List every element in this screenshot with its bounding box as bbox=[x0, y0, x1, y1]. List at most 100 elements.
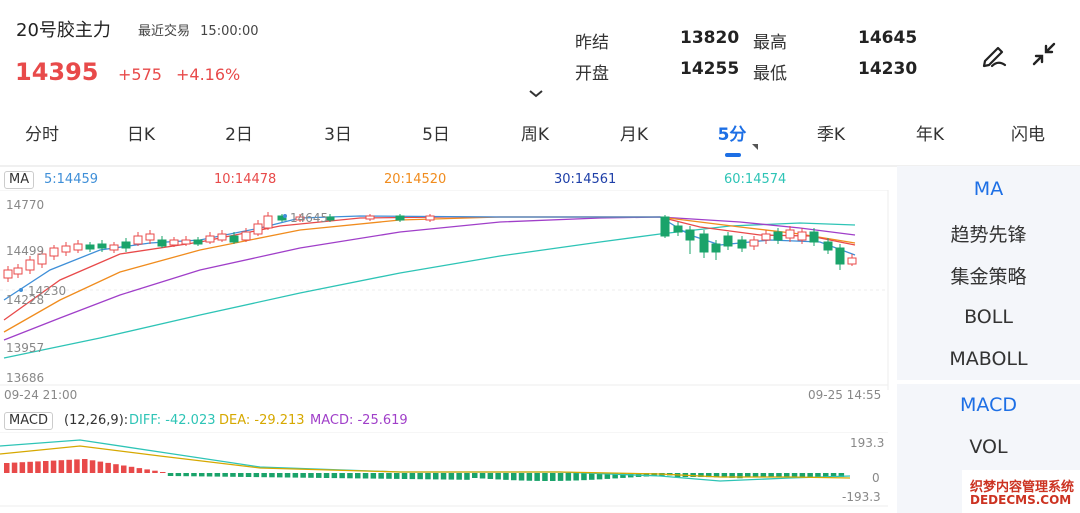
macd-bar bbox=[815, 473, 821, 477]
y-label-2: 14499 bbox=[6, 244, 45, 258]
candle-body bbox=[253, 223, 263, 235]
macd-bar bbox=[737, 473, 743, 479]
macd-bar bbox=[643, 473, 650, 477]
indicator-maboll[interactable]: MABOLL bbox=[949, 348, 1028, 370]
candle-body bbox=[3, 269, 13, 279]
macd-bar bbox=[464, 473, 470, 480]
macd-bar bbox=[89, 460, 96, 473]
candle-body bbox=[263, 215, 273, 229]
collapse-icon[interactable] bbox=[1028, 38, 1060, 70]
indicator-trend[interactable]: 趋势先锋 bbox=[950, 224, 1027, 246]
tab-year-k[interactable]: 年K bbox=[915, 125, 945, 145]
macd-bar bbox=[456, 473, 462, 480]
macd-bar bbox=[35, 461, 41, 473]
candle-body bbox=[711, 243, 721, 253]
macd-bar bbox=[339, 473, 345, 479]
tab-5day[interactable]: 5日 bbox=[422, 125, 450, 145]
candle-body bbox=[181, 239, 191, 245]
active-tab-indicator bbox=[725, 153, 741, 157]
tab-5min[interactable]: 5分 bbox=[717, 125, 747, 145]
macd-bar bbox=[573, 473, 579, 481]
candle-body bbox=[121, 241, 131, 249]
watermark-line2: DEDECMS.COM bbox=[970, 493, 1072, 507]
macd-chart[interactable] bbox=[0, 432, 890, 508]
tab-month-k[interactable]: 月K bbox=[619, 125, 649, 145]
tab-week-k[interactable]: 周K bbox=[520, 125, 550, 145]
indicator-strategy[interactable]: 集金策略 bbox=[950, 266, 1027, 288]
macd-bar bbox=[238, 473, 244, 477]
indicator-boll[interactable]: BOLL bbox=[964, 306, 1013, 328]
tab-fenshi[interactable]: 分时 bbox=[25, 125, 59, 145]
kline-chart[interactable] bbox=[0, 190, 890, 402]
macd-bar bbox=[768, 473, 774, 477]
candle-body bbox=[797, 231, 807, 241]
candle-body bbox=[13, 267, 23, 275]
macd-bar bbox=[401, 473, 408, 479]
macd-bar bbox=[823, 473, 829, 477]
ma60-legend: 60:14574 bbox=[724, 172, 787, 187]
macd-bar bbox=[97, 461, 104, 473]
macd-bar bbox=[191, 473, 197, 477]
instrument-name: 20号胶主力 bbox=[16, 20, 111, 41]
draw-pen-icon[interactable] bbox=[978, 38, 1010, 70]
candle-body bbox=[737, 239, 747, 249]
watermark: 织梦内容管理系统 DEDECMS.COM bbox=[962, 470, 1080, 513]
y-label-3: 14228 bbox=[6, 293, 45, 307]
candle-body bbox=[217, 233, 227, 241]
candle-body bbox=[761, 233, 771, 241]
macd-bar bbox=[347, 473, 353, 479]
candle-body bbox=[85, 244, 95, 250]
macd-bar bbox=[11, 462, 18, 473]
tab-2day[interactable]: 2日 bbox=[225, 125, 253, 145]
ma-indicator-tag[interactable]: MA bbox=[4, 171, 35, 189]
macd-bar bbox=[417, 473, 423, 480]
candle-body bbox=[673, 225, 683, 233]
macd-bar bbox=[66, 459, 72, 473]
macd-bar bbox=[760, 473, 767, 477]
macd-bar bbox=[386, 473, 392, 479]
expand-chevron-icon[interactable] bbox=[528, 88, 544, 103]
macd-diff-legend: DIFF: -42.023 bbox=[129, 413, 216, 428]
candle-body bbox=[241, 231, 251, 241]
candle-body bbox=[723, 235, 733, 247]
macd-bar bbox=[698, 473, 704, 478]
tab-flash[interactable]: 闪电 bbox=[1011, 125, 1045, 145]
macd-bar bbox=[269, 473, 275, 478]
indicator-ma[interactable]: MA bbox=[973, 178, 1004, 200]
macd-bar bbox=[433, 473, 439, 480]
macd-bar bbox=[589, 473, 595, 480]
indicator-vol[interactable]: VOL bbox=[969, 436, 1008, 458]
ma30-legend: 30:14561 bbox=[554, 172, 617, 187]
macd-bar bbox=[479, 473, 486, 479]
tab-3day[interactable]: 3日 bbox=[324, 125, 352, 145]
tab-quarter-k[interactable]: 季K bbox=[816, 125, 846, 145]
macd-bar bbox=[651, 473, 657, 477]
indicator-macd[interactable]: MACD bbox=[960, 394, 1017, 416]
candle-body bbox=[685, 229, 695, 241]
macd-y-top: 193.3 bbox=[850, 436, 885, 450]
candle-body bbox=[61, 245, 71, 253]
macd-bar bbox=[511, 473, 517, 481]
tab-day-k[interactable]: 日K bbox=[126, 125, 156, 145]
quote-value-prev-settle: 13820 bbox=[680, 28, 740, 48]
macd-bar bbox=[776, 473, 782, 477]
macd-dea-legend: DEA: -29.213 bbox=[219, 413, 305, 428]
macd-bar bbox=[50, 460, 57, 473]
candle-body bbox=[809, 231, 819, 243]
macd-indicator-tag[interactable]: MACD bbox=[4, 412, 53, 430]
max-marker bbox=[283, 214, 287, 218]
macd-bar bbox=[222, 473, 228, 477]
period-dropdown-caret-icon[interactable] bbox=[752, 144, 758, 150]
macd-bar bbox=[690, 473, 696, 478]
macd-bar bbox=[487, 473, 494, 479]
macd-bar bbox=[160, 472, 166, 473]
quote-label-open: 开盘 bbox=[575, 64, 609, 84]
macd-bar bbox=[261, 473, 267, 478]
candle-body bbox=[395, 215, 405, 221]
macd-bar bbox=[394, 473, 400, 479]
ma20-line bbox=[3, 216, 856, 333]
macd-bar bbox=[331, 473, 338, 479]
macd-bar bbox=[745, 473, 751, 477]
y-label-1: 14770 bbox=[6, 198, 45, 212]
period-tabs: 分时 日K 2日 3日 5日 周K 月K 5分 季K 年K 闪电 bbox=[0, 120, 1080, 160]
